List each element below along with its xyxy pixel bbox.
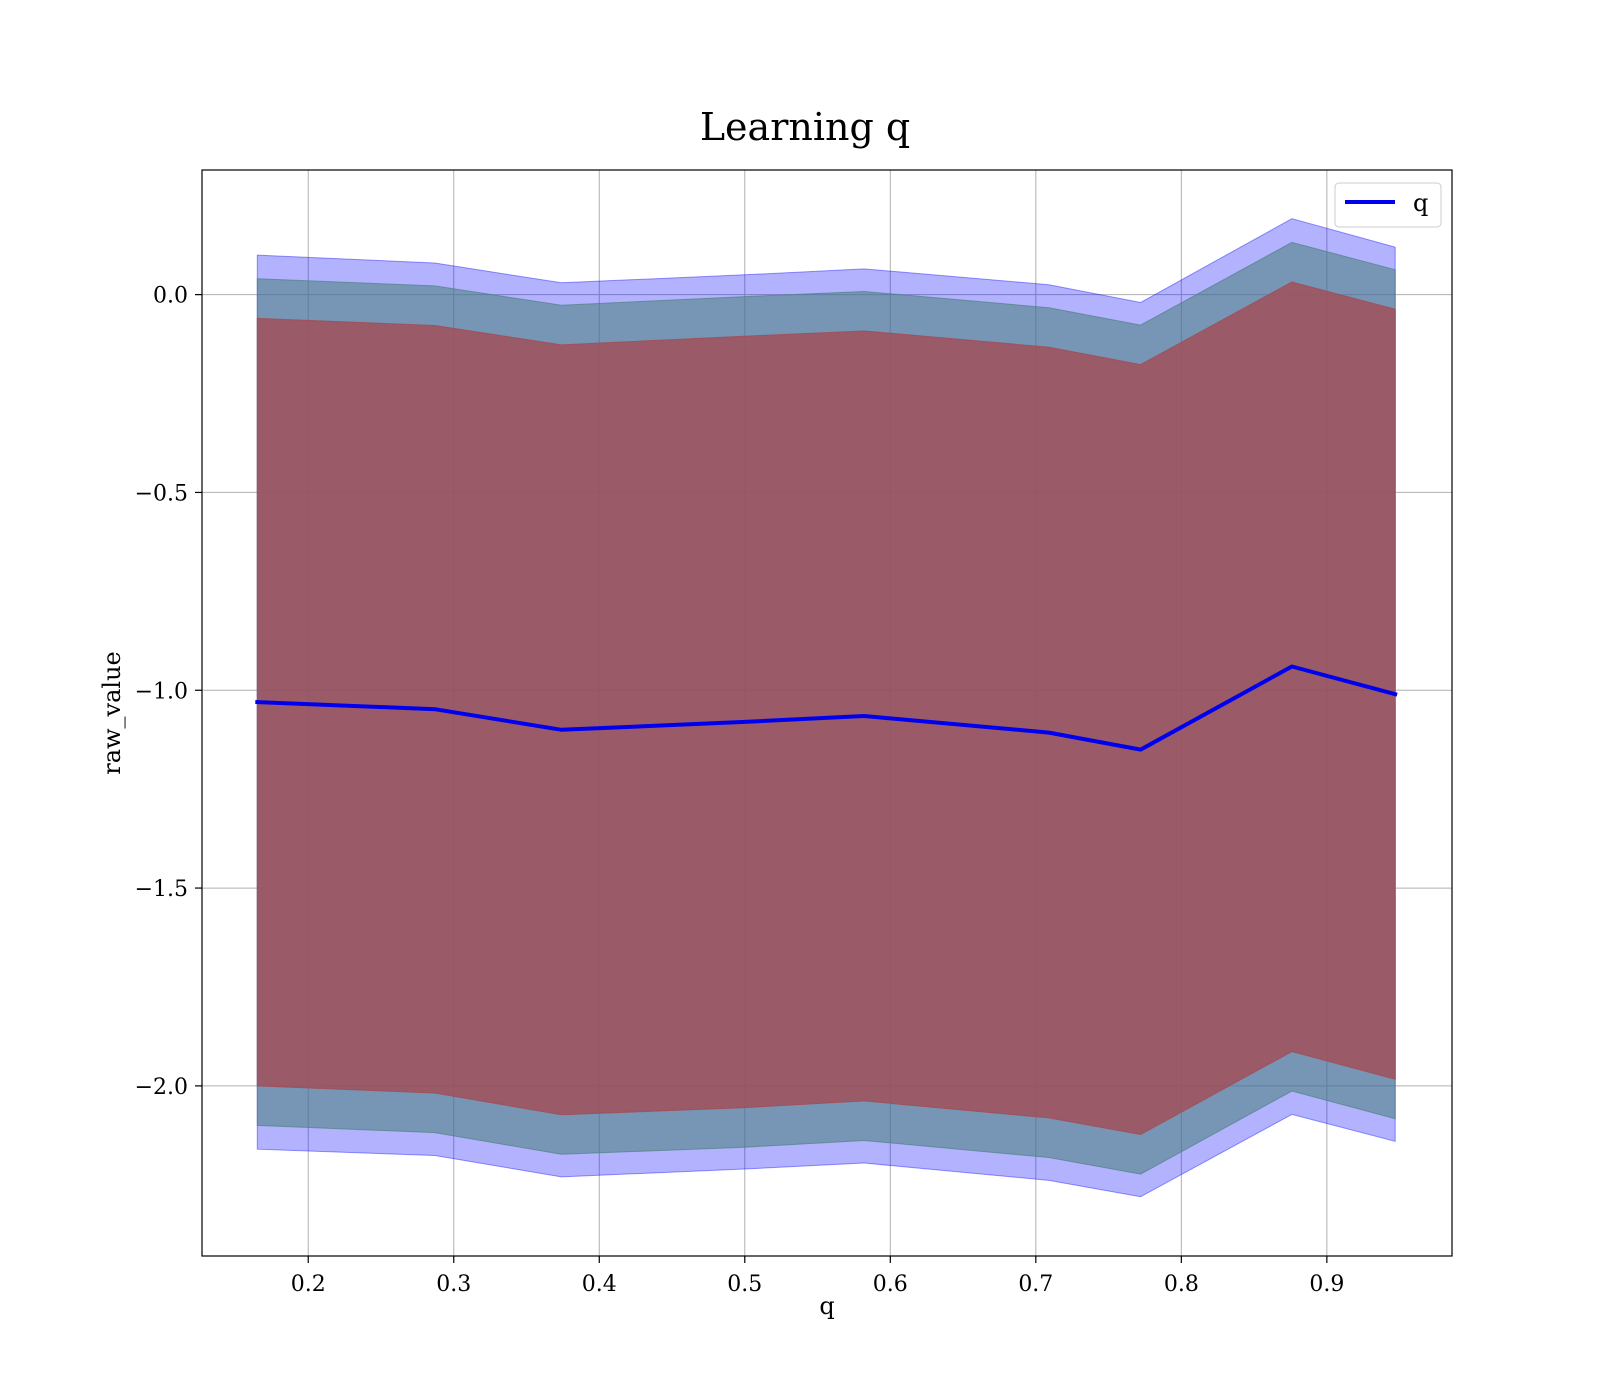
y-axis-ticks: 0.0 −0.5 −1.0 −1.5 −2.0 [135, 284, 202, 1100]
x-tick-label: 0.3 [436, 1272, 471, 1297]
y-tick-label: −2.0 [135, 1075, 188, 1100]
x-tick-label: 0.6 [873, 1272, 908, 1297]
x-tick-label: 0.2 [291, 1272, 326, 1297]
y-axis-label: raw_value [98, 651, 126, 775]
legend-label-q: q [1413, 189, 1428, 217]
x-tick-label: 0.4 [582, 1272, 617, 1297]
band-2 [256, 281, 1396, 1136]
confidence-bands [256, 218, 1396, 1198]
x-tick-label: 0.7 [1018, 1272, 1053, 1297]
y-tick-label: −1.5 [135, 877, 188, 902]
series-lines [255, 664, 1398, 752]
y-tick-label: 0.0 [153, 284, 188, 309]
x-axis-ticks: 0.2 0.3 0.4 0.5 0.6 0.7 0.8 0.9 [291, 1256, 1344, 1297]
chart-title: Learning q [700, 105, 910, 149]
plot-frame [201, 169, 1453, 1257]
x-tick-label: 0.5 [727, 1272, 762, 1297]
legend-box [1334, 182, 1442, 228]
y-tick-label: −0.5 [135, 481, 188, 506]
x-axis-label: q [819, 1292, 834, 1320]
y-tick-label: −1.0 [135, 679, 188, 704]
legend: q [1334, 182, 1442, 228]
x-tick-label: 0.8 [1164, 1272, 1199, 1297]
x-tick-label: 0.9 [1309, 1272, 1344, 1297]
